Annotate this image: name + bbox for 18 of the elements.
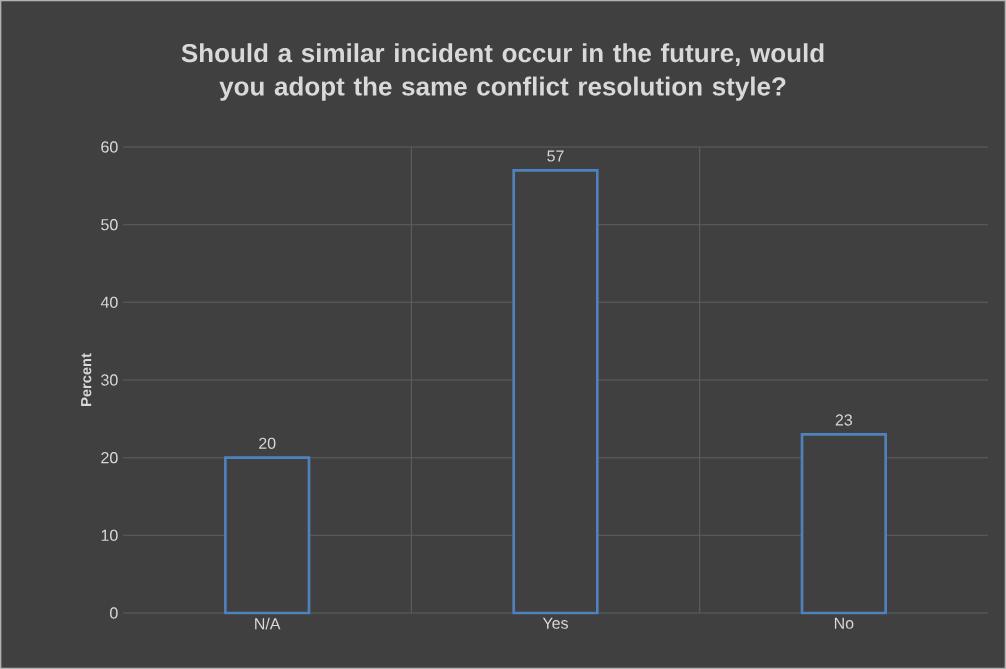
x-tick-label: Yes — [542, 617, 568, 629]
y-tick-label: 20 — [101, 452, 118, 464]
y-tick-label: 30 — [101, 374, 118, 386]
data-label: 20 — [259, 437, 276, 449]
y-tick-label: 0 — [110, 607, 118, 619]
y-tick-label: 50 — [101, 219, 118, 231]
y-tick-label: 60 — [101, 141, 118, 153]
bar — [800, 433, 887, 615]
x-tick-label: N/A — [255, 617, 281, 630]
bar — [512, 168, 599, 615]
y-tick-label: 10 — [101, 529, 118, 541]
data-label: 23 — [835, 414, 853, 426]
bar — [224, 456, 311, 615]
x-tick-label: No — [834, 617, 854, 629]
data-label: 57 — [547, 150, 564, 162]
chart-title: Should a similar incident occur in the future, would you adopt the same conflict resolution style? — [181, 43, 824, 101]
y-tick-label: 40 — [100, 296, 118, 308]
y-axis-title: Percent — [81, 353, 92, 406]
